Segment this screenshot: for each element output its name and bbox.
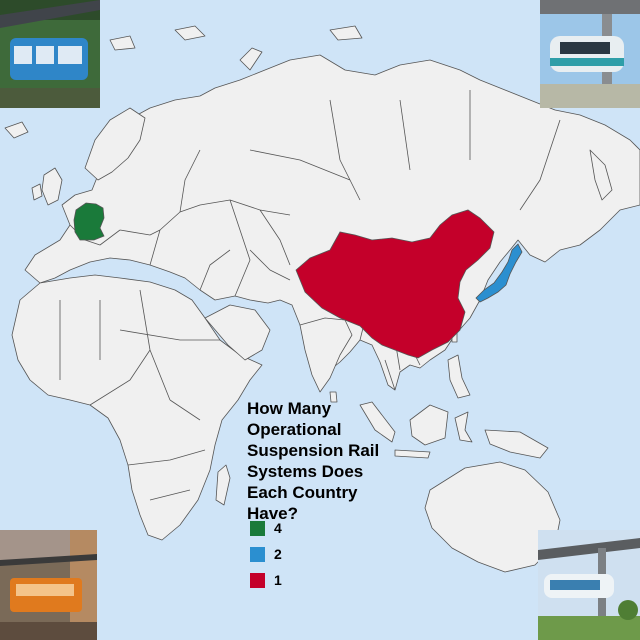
new-guinea-landmass	[484, 429, 549, 459]
germany-region	[73, 202, 105, 241]
legend-swatch-green	[250, 520, 265, 536]
legend-item-4: 4	[250, 515, 282, 541]
legend-label: 4	[274, 520, 282, 536]
britain-landmass	[41, 167, 63, 206]
legend: 4 2 1	[250, 515, 282, 593]
map-title: How Many Operational Suspension Rail Sys…	[247, 399, 380, 523]
photo-top-right	[540, 0, 640, 108]
sulawesi-landmass	[454, 411, 473, 443]
sumatra-landmass	[359, 401, 396, 443]
photo-bottom-left	[0, 530, 97, 640]
kamchatka-landmass	[589, 149, 613, 201]
legend-swatch-red	[250, 572, 265, 588]
scandinavia-landmass	[84, 107, 146, 181]
legend-label: 2	[274, 546, 282, 562]
borneo-landmass	[409, 404, 449, 446]
philippines-landmass	[447, 354, 471, 399]
novaya-zemlya	[239, 47, 263, 71]
suspension-train-photo	[0, 0, 100, 108]
suspension-car-photo	[0, 530, 97, 640]
eurasia-landmass	[24, 54, 640, 391]
java-landmass	[394, 449, 431, 459]
china-region	[295, 209, 495, 359]
sri-lanka-landmass	[329, 391, 338, 403]
legend-swatch-blue	[250, 546, 265, 562]
suspension-train-photo	[540, 0, 640, 108]
photo-bottom-right	[538, 530, 640, 640]
madagascar-landmass	[215, 464, 231, 506]
japan-region	[475, 243, 523, 303]
africa-landmass	[11, 274, 263, 541]
legend-item-2: 2	[250, 541, 282, 567]
photo-top-left	[0, 0, 100, 108]
ireland-landmass	[31, 183, 43, 201]
country-borders	[59, 90, 561, 501]
legend-item-1: 1	[250, 567, 282, 593]
india-landmass	[299, 317, 353, 393]
iceland-landmass	[4, 121, 29, 139]
legend-label: 1	[274, 572, 282, 588]
arctic-islands	[109, 25, 363, 51]
suspended-monorail-photo	[538, 530, 640, 640]
arabia-landmass	[204, 304, 271, 361]
